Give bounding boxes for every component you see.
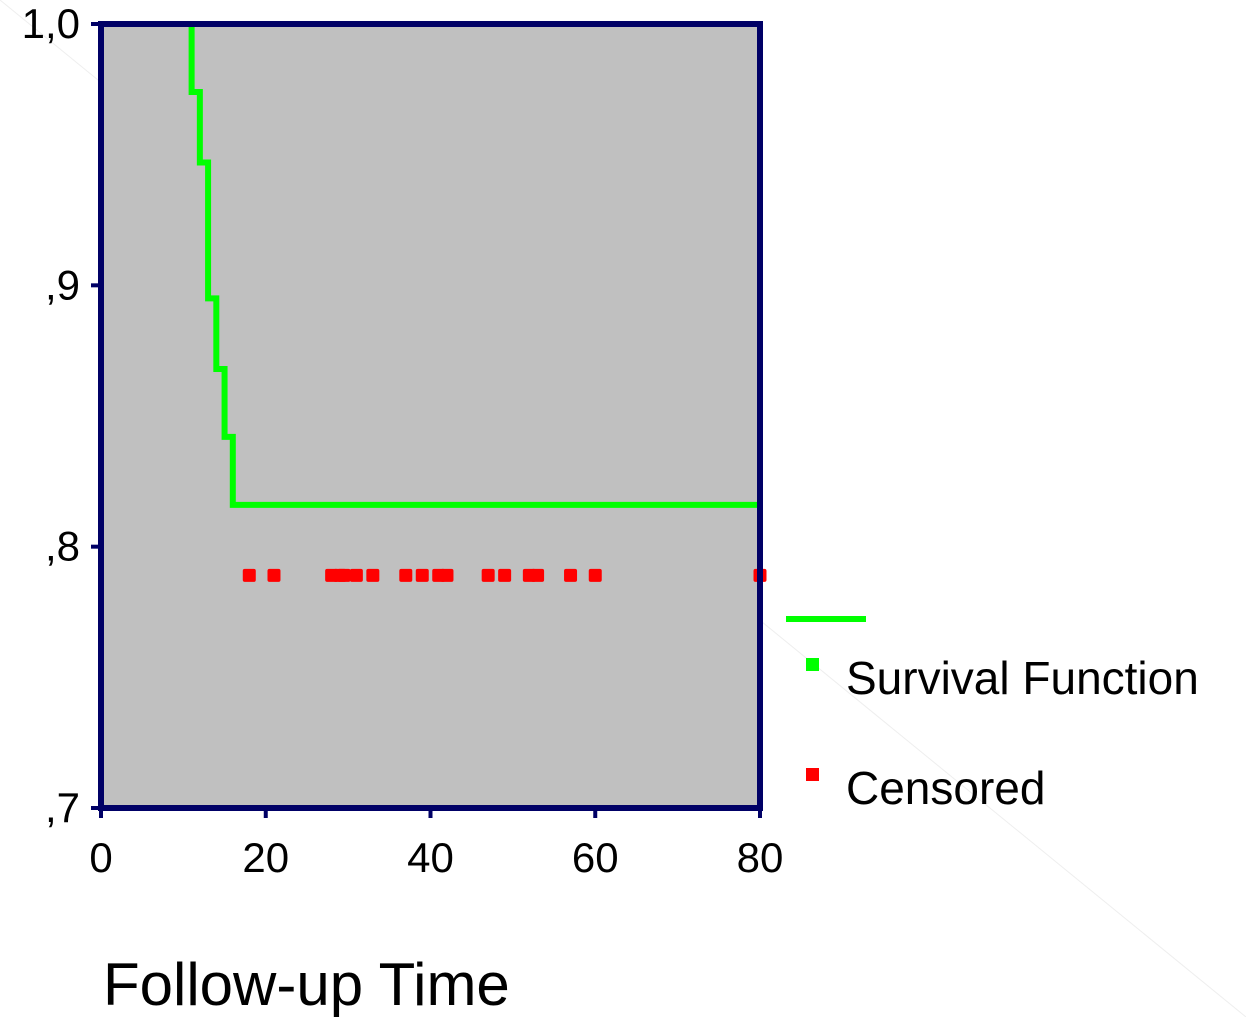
legend: Survival Function Censored: [786, 616, 1199, 814]
censored-marker: [481, 568, 495, 582]
y-tick-label: ,7: [45, 784, 80, 831]
legend-censored-label: Censored: [846, 762, 1045, 814]
censored-marker: [440, 568, 454, 582]
x-tick-label: 80: [737, 834, 784, 881]
survival-function-line: [183, 21, 763, 576]
x-tick-label: 40: [407, 834, 454, 881]
censored-marker: [399, 568, 413, 582]
x-tick-label: 0: [89, 834, 112, 881]
censored-marker: [267, 568, 281, 582]
y-tick-label: 1,0: [22, 0, 80, 47]
censored-marker: [564, 568, 578, 582]
y-tick-label: ,8: [45, 523, 80, 570]
legend-survival-swatch: [806, 658, 819, 671]
censored-marker: [337, 568, 351, 582]
x-tick-label: 20: [242, 834, 289, 881]
legend-survival-label: Survival Function: [846, 652, 1199, 704]
censored-marker: [531, 568, 545, 582]
series-layer: [183, 21, 767, 582]
censored-marker: [498, 568, 512, 582]
x-tick-label: 60: [572, 834, 619, 881]
censored-marker: [415, 568, 429, 582]
y-tick-label: ,9: [45, 261, 80, 308]
axis-layer: 0 20 40 60 80 ,7 ,8 ,9 1,0: [22, 0, 784, 881]
censored-marker: [588, 568, 602, 582]
plot-area: [101, 24, 760, 808]
censored-marker: [366, 568, 380, 582]
x-axis-title: Follow-up Time: [103, 951, 510, 1017]
legend-censored-swatch: [806, 768, 819, 781]
censored-marker: [242, 568, 256, 582]
censored-marker: [349, 568, 363, 582]
